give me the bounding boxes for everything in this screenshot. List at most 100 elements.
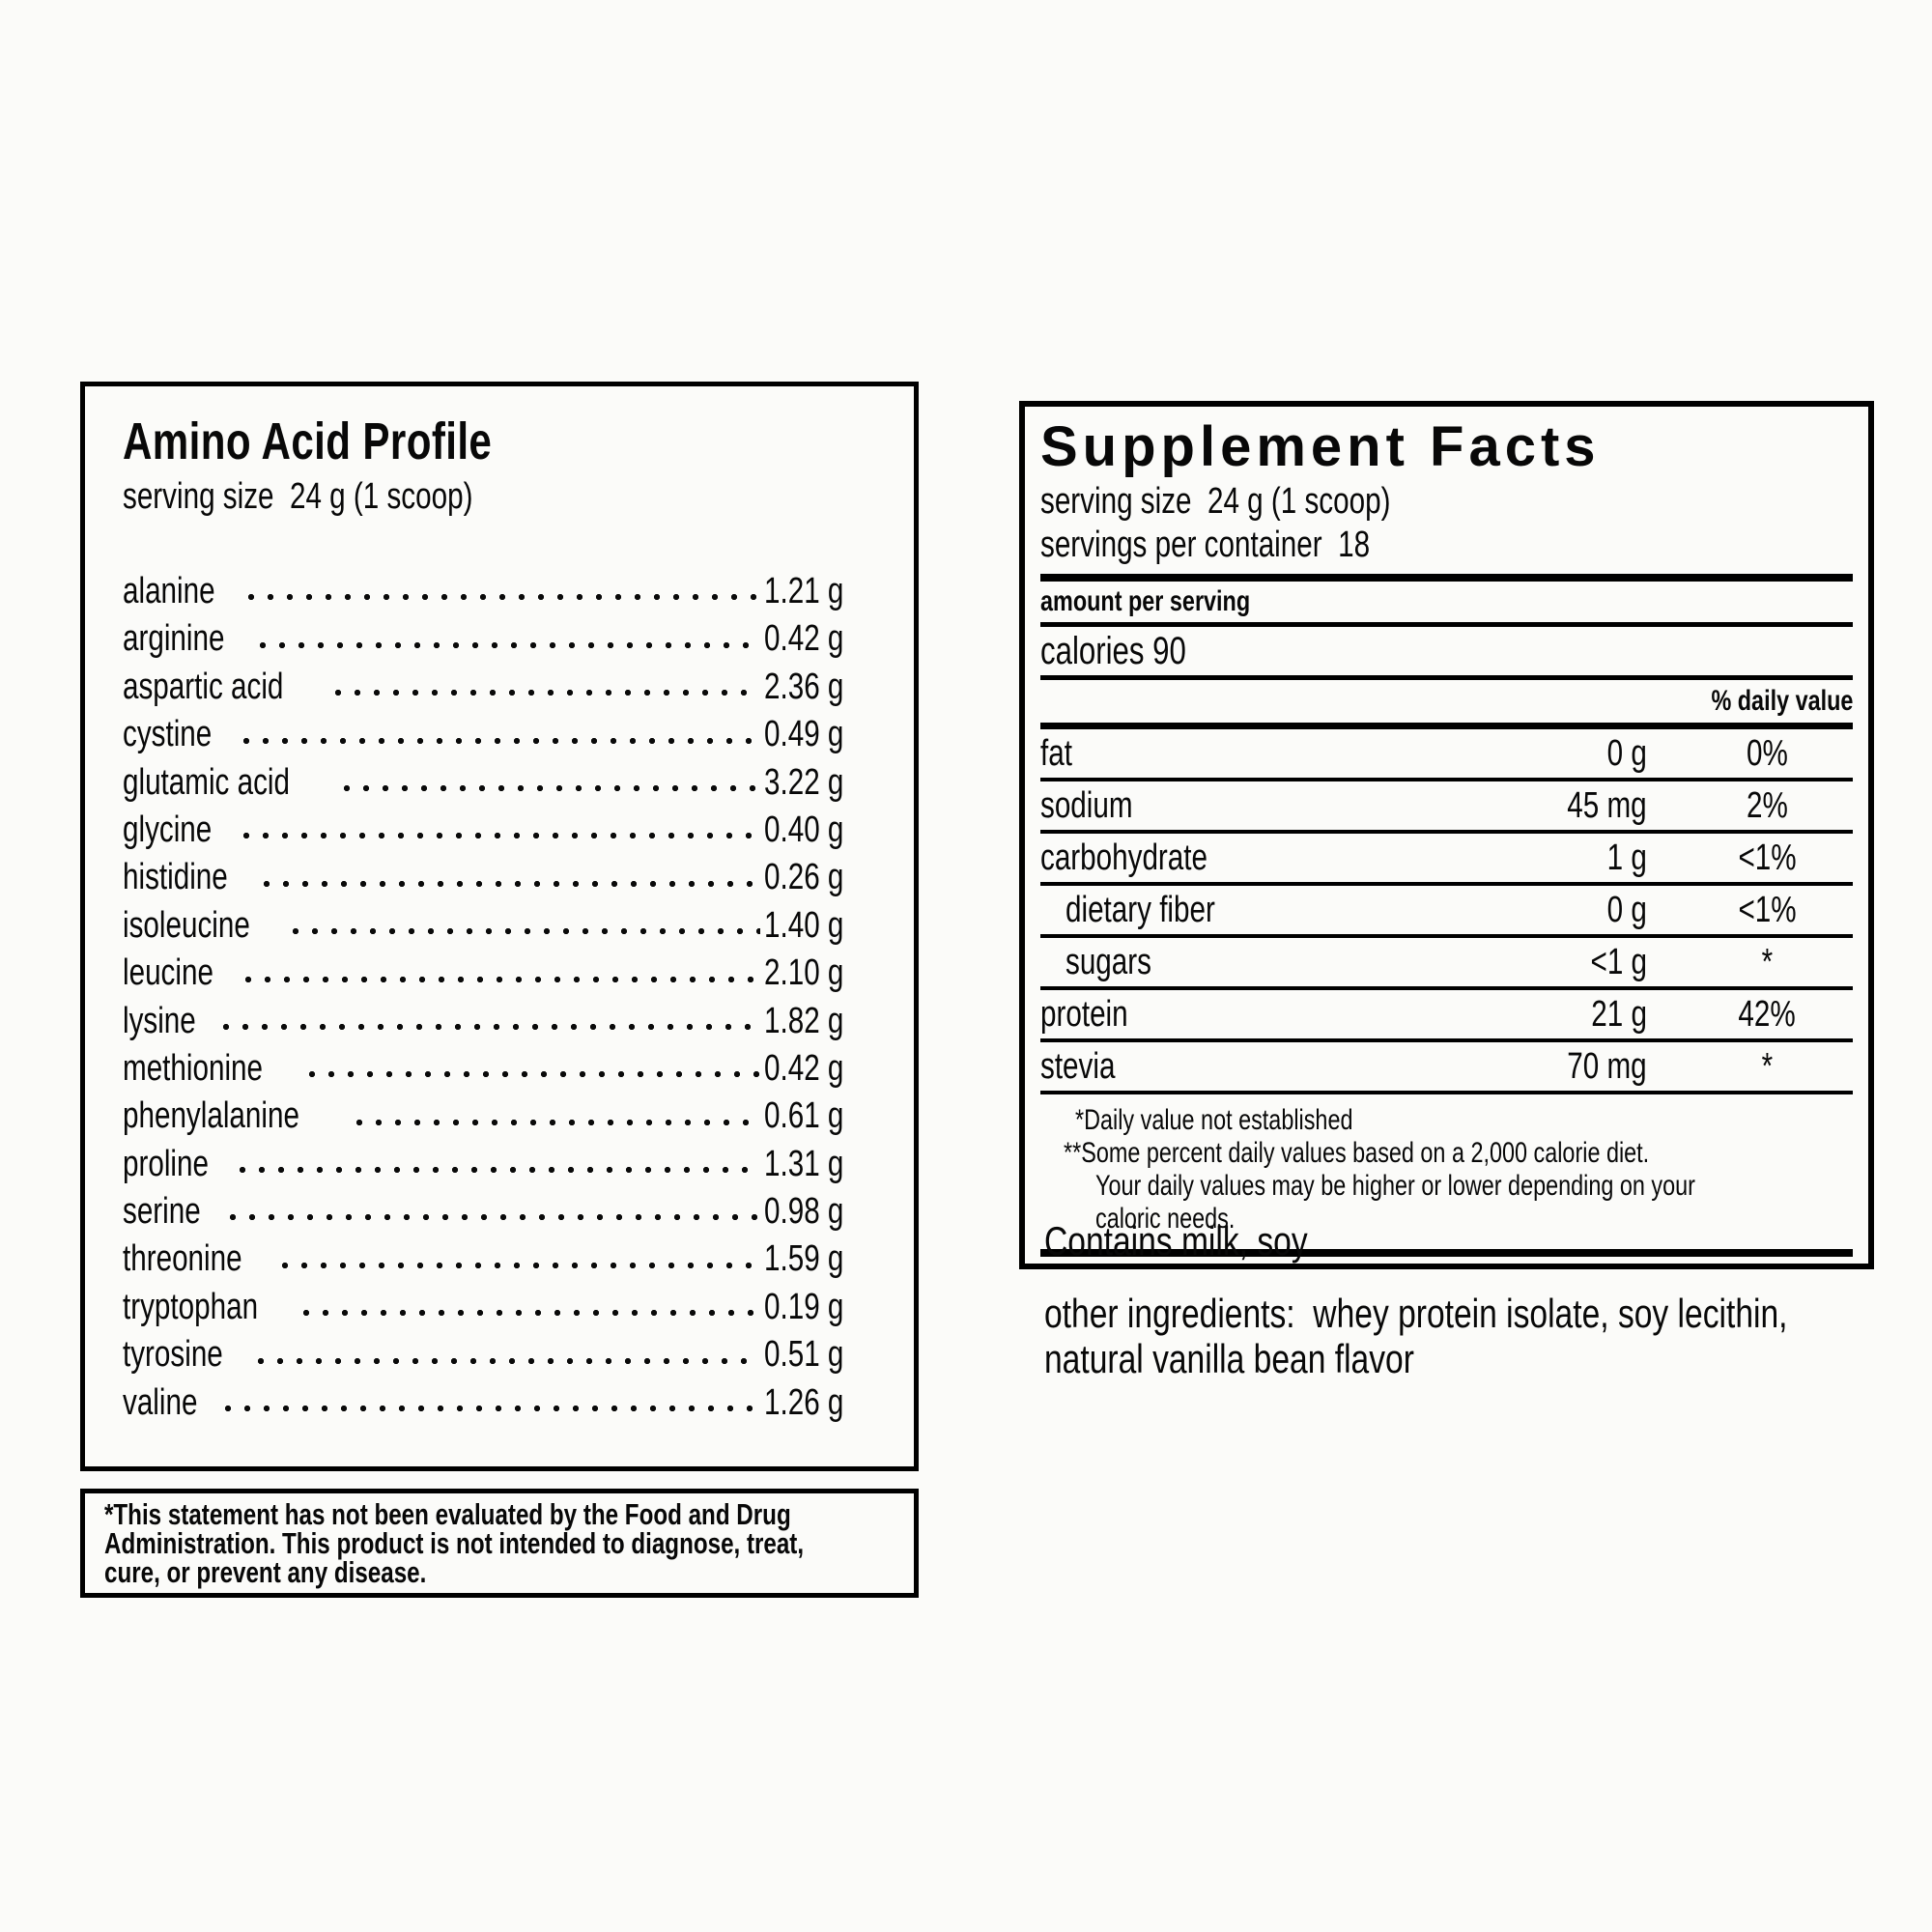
amino-row: arginine 0.42 g	[123, 615, 895, 663]
facts-serving-size-text: serving size 24 g (1 scoop)	[1040, 481, 1391, 522]
amino-row: histidine 0.26 g	[123, 854, 895, 901]
amino-name-text: proline	[123, 1143, 209, 1184]
nutrient-daily-value: <1%	[1647, 890, 1853, 931]
amino-acid-profile-panel: Amino Acid Profile serving size 24 g (1 …	[80, 382, 919, 1471]
nutrient-daily-value: <1%	[1647, 838, 1853, 879]
amino-value-text: 0.42 g	[764, 1047, 844, 1089]
dot-leader	[281, 1261, 760, 1269]
footnote-line: Your daily values may be higher or lower…	[1040, 1170, 1853, 1203]
amino-name-text: valine	[123, 1381, 198, 1423]
nutrient-name: stevia	[1040, 1046, 1435, 1088]
divider	[1040, 675, 1853, 680]
amino-value-text: 2.36 g	[764, 666, 844, 707]
nutrient-daily-value: *	[1647, 942, 1853, 983]
amino-name: histidine	[123, 854, 257, 901]
amino-name: proline	[123, 1141, 233, 1188]
contains-statement: Contains milk, soy	[1044, 1215, 1932, 1267]
dot-leader	[334, 689, 760, 697]
disclaimer-line: Administration. This product is not inte…	[104, 1528, 914, 1558]
amino-name: glutamic acid	[123, 759, 337, 807]
nutrient-rows: fat 0 g 0% sodium 45 mg 2% carbohydrate 1 g <1% d…	[1040, 729, 1853, 1094]
amino-name-text: glycine	[123, 809, 213, 850]
amino-value: 0.19 g	[764, 1284, 895, 1331]
nutrient-amount-text: 0 g	[1606, 732, 1647, 774]
nutrient-amount: 0 g	[1435, 890, 1647, 931]
nutrient-daily-value: 0%	[1647, 733, 1853, 775]
amino-value: 0.61 g	[764, 1093, 895, 1140]
nutrient-row: protein 21 g 42%	[1040, 990, 1853, 1042]
dot-leader	[242, 832, 760, 840]
nutrient-amount-text: 1 g	[1606, 837, 1647, 878]
nutrient-row: dietary fiber 0 g <1%	[1040, 886, 1853, 938]
dot-leader	[224, 1405, 760, 1413]
amino-value: 1.31 g	[764, 1141, 895, 1188]
footnote-text: Your daily values may be higher or lower…	[1095, 1170, 1695, 1202]
amino-name-text: leucine	[123, 952, 213, 994]
amino-value: 3.22 g	[764, 759, 895, 807]
amino-name-text: serine	[123, 1191, 201, 1233]
divider-thick	[1040, 574, 1853, 582]
amino-value: 1.40 g	[764, 902, 895, 950]
amino-name: isoleucine	[123, 902, 286, 950]
amino-row: leucine 2.10 g	[123, 950, 895, 997]
amino-row: isoleucine 1.40 g	[123, 902, 895, 950]
amino-name: threonine	[123, 1236, 275, 1283]
amino-row: serine 0.98 g	[123, 1188, 895, 1236]
amount-per-serving-text: amount per serving	[1040, 585, 1251, 617]
nutrient-amount: <1 g	[1435, 942, 1647, 983]
nutrient-row: stevia 70 mg *	[1040, 1042, 1853, 1094]
facts-serving-size: serving size 24 g (1 scoop)	[1040, 480, 1853, 524]
nutrient-daily-value-text: *	[1761, 1045, 1774, 1087]
nutrient-name-text: protein	[1040, 993, 1128, 1035]
dot-leader	[239, 1166, 760, 1175]
amino-panel-title-text: Amino Acid Profile	[123, 412, 493, 470]
amino-panel-title: Amino Acid Profile	[123, 413, 895, 469]
amino-name: phenylalanine	[123, 1093, 350, 1140]
nutrient-name-text: carbohydrate	[1040, 837, 1208, 878]
dot-leader	[263, 879, 760, 888]
amino-row: valine 1.26 g	[123, 1379, 895, 1427]
amino-value: 1.21 g	[764, 568, 895, 615]
amino-name-text: aspartic acid	[123, 666, 284, 707]
nutrient-name: carbohydrate	[1040, 838, 1435, 879]
nutrient-amount: 1 g	[1435, 838, 1647, 879]
nutrient-name: sodium	[1040, 785, 1435, 827]
amino-value: 1.26 g	[764, 1379, 895, 1427]
amino-name: glycine	[123, 807, 237, 854]
amino-name: serine	[123, 1188, 223, 1236]
amino-value-text: 2.10 g	[764, 952, 844, 994]
amino-name: cystine	[123, 711, 237, 758]
nutrient-row: sugars <1 g *	[1040, 938, 1853, 990]
amount-per-serving-label: amount per serving	[1040, 582, 1853, 622]
amino-name-text: phenylalanine	[123, 1095, 299, 1137]
nutrient-row: sodium 45 mg 2%	[1040, 781, 1853, 834]
dot-leader	[355, 1118, 760, 1126]
other-ingredients-line: natural vanilla bean flavor	[1044, 1336, 1932, 1381]
calories-row: calories 90	[1040, 627, 1853, 675]
disclaimer-text: *This statement has not been evaluated b…	[104, 1497, 791, 1531]
nutrient-name-text: sodium	[1040, 784, 1133, 826]
amino-name-text: cystine	[123, 714, 213, 755]
footnote-text: *Daily value not established	[1075, 1104, 1353, 1136]
dot-leader	[292, 927, 760, 936]
amino-value-text: 0.40 g	[764, 809, 844, 850]
amino-row: phenylalanine 0.61 g	[123, 1093, 895, 1140]
amino-name: alanine	[123, 568, 242, 615]
amino-value: 2.36 g	[764, 664, 895, 711]
amino-name: tryptophan	[123, 1284, 297, 1331]
dot-leader	[342, 783, 760, 792]
disclaimer-text: cure, or prevent any disease.	[104, 1555, 427, 1589]
fda-disclaimer-box: *This statement has not been evaluated b…	[80, 1489, 919, 1598]
nutrient-row: carbohydrate 1 g <1%	[1040, 834, 1853, 886]
nutrient-daily-value-text: 42%	[1738, 993, 1797, 1035]
amino-row: proline 1.31 g	[123, 1141, 895, 1188]
nutrient-name-text: fat	[1040, 732, 1072, 774]
amino-name-text: isoleucine	[123, 904, 250, 946]
amino-value-text: 0.42 g	[764, 618, 844, 660]
dot-leader	[242, 736, 760, 745]
calories-text: calories 90	[1040, 630, 1186, 672]
amino-value-text: 1.26 g	[764, 1381, 844, 1423]
amino-name-text: tryptophan	[123, 1286, 259, 1327]
amino-name-text: arginine	[123, 618, 225, 660]
amino-row: alanine 1.21 g	[123, 568, 895, 615]
